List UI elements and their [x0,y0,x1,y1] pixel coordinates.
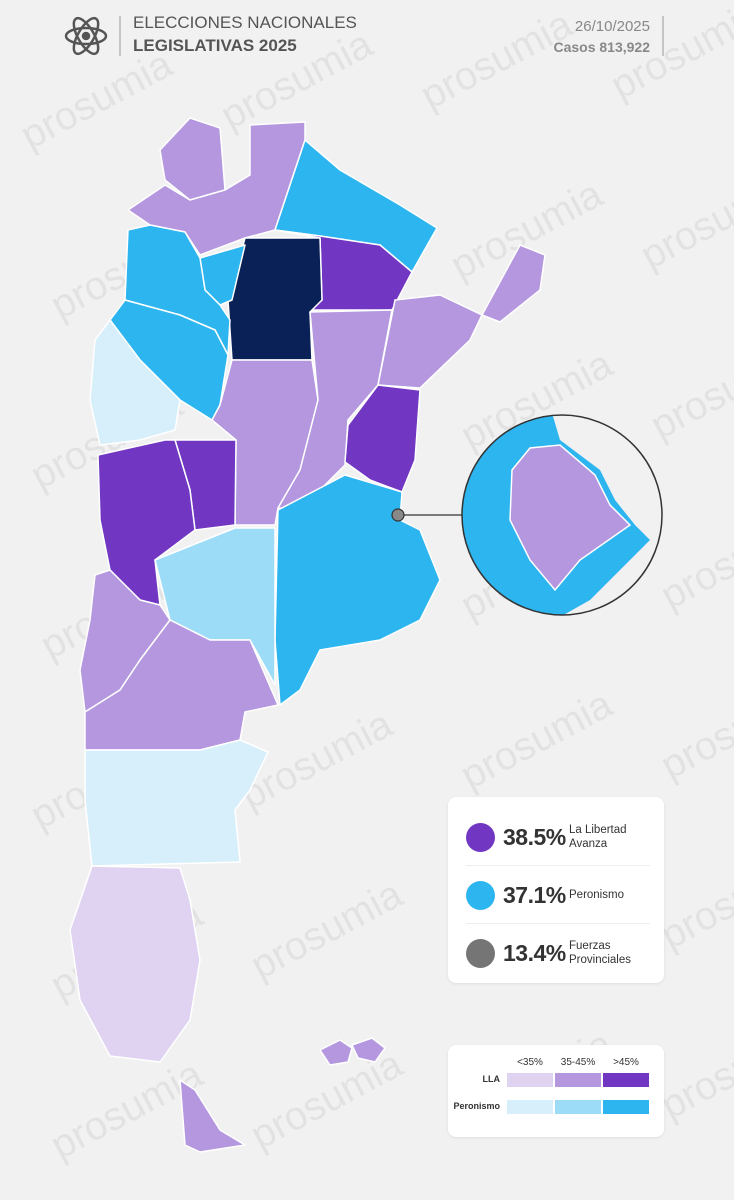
watermark: prosumia [244,872,411,988]
watermark: prosumia [414,2,581,118]
scale-swatch [555,1073,601,1087]
inset-marker [391,508,405,522]
province [481,244,546,323]
islands [319,1039,353,1066]
scale-row-label: LLA [482,1074,501,1084]
scale-swatch [507,1100,553,1114]
scale-swatch [603,1073,649,1087]
province [227,237,323,361]
party-name: Fuerzas Provinciales [569,940,631,966]
party-name: La Libertad Avanza [569,824,627,850]
watermark: prosumia [634,162,734,278]
province [69,865,201,1063]
legend-swatch [466,938,495,968]
separator [466,865,650,866]
watermark: prosumia [644,332,734,448]
watermark: prosumia [14,42,181,158]
province [89,319,181,446]
result-percent: 37.1% [503,881,566,908]
scale-swatch [507,1073,553,1087]
date: 26/10/2025 [574,18,650,35]
watermark: prosumia [654,1012,734,1128]
separator [466,923,650,924]
provinces [69,117,546,1153]
province [274,474,441,706]
party-name: Peronismo [569,889,624,901]
inset-frame [461,414,663,616]
scale-label: >45% [613,1057,639,1068]
logo [64,16,108,56]
result-percent: 38.5% [503,823,566,850]
color-scale: <35% 35-45% >45% LLA Peronismo [448,1045,664,1137]
inset-map [462,415,662,615]
scale-swatch [555,1100,601,1114]
legend-item: 38.5% La Libertad Avanza [466,810,650,864]
legend-swatch [466,822,495,852]
results-legend: 38.5% La Libertad Avanza 37.1% Peronismo 13.… [448,797,664,983]
islands [351,1037,386,1063]
result-percent: 13.4% [503,939,566,966]
header-title: ELECCIONES NACIONALES [133,13,357,32]
legend-item: 13.4% Fuerzas Provinciales [466,926,650,980]
header-subtitle: LEGISLATIVAS 2025 [133,36,297,55]
province [84,739,269,867]
province [377,294,483,389]
legend-swatch [466,880,495,910]
scale-label: 35-45% [560,1057,596,1068]
legend-item: 37.1% Peronismo [466,868,650,922]
watermark: prosumia [654,672,734,788]
scale-row-label: Peronismo [453,1101,500,1111]
watermark: prosumia [654,842,734,958]
province [344,384,421,493]
scale-swatch [603,1100,649,1114]
scale-label: <35% [517,1057,543,1068]
watermark: prosumia [454,682,621,798]
watermark: prosumia [654,502,734,618]
cases: Casos 813,922 [553,39,650,55]
province [179,1079,246,1153]
